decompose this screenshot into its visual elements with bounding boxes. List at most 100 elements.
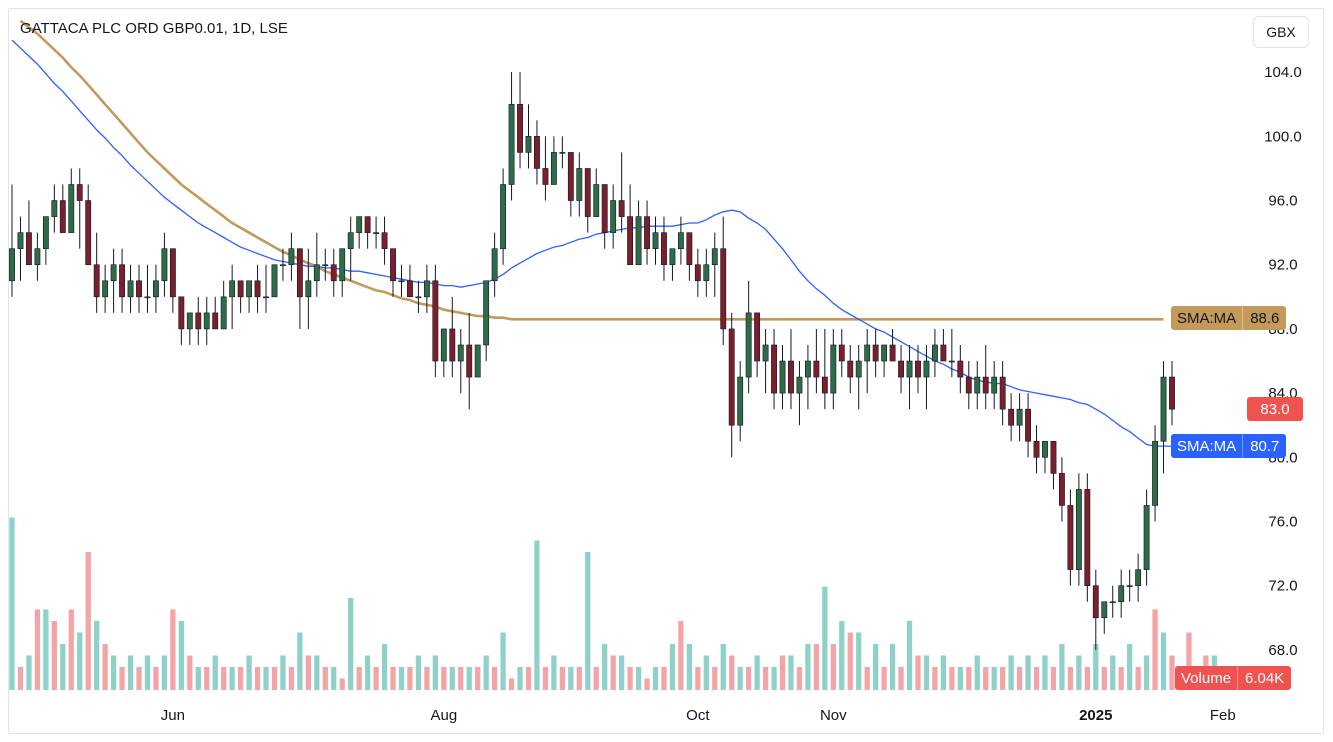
volume-bar bbox=[839, 621, 845, 690]
candle-body bbox=[999, 376, 1006, 410]
candle-body bbox=[1033, 440, 1040, 458]
candle-body bbox=[1016, 408, 1023, 426]
candle bbox=[948, 328, 955, 378]
volume-bar bbox=[1143, 655, 1150, 690]
candle-body bbox=[644, 216, 650, 249]
candle-body bbox=[51, 200, 58, 217]
candle-body bbox=[1067, 505, 1074, 570]
candle-body bbox=[9, 248, 15, 282]
candle bbox=[407, 264, 413, 298]
volume-bar bbox=[602, 644, 608, 690]
volume-bar bbox=[94, 621, 100, 690]
candle-body bbox=[898, 360, 904, 378]
volume-bar bbox=[1016, 667, 1023, 690]
candle-body bbox=[390, 248, 396, 282]
candle-body bbox=[17, 232, 24, 249]
volume-bar bbox=[542, 667, 549, 690]
volume-bar bbox=[864, 667, 870, 690]
candle-body bbox=[102, 280, 109, 298]
volume-bar bbox=[974, 655, 980, 690]
volume-bar bbox=[322, 667, 328, 690]
y-tick-label: 68.0 bbox=[1268, 642, 1297, 659]
candle-body bbox=[186, 312, 193, 330]
candle-body bbox=[1143, 505, 1150, 570]
volume-bar bbox=[932, 667, 938, 690]
volume-bar bbox=[762, 667, 769, 690]
candle bbox=[618, 152, 625, 233]
candle-body bbox=[85, 200, 92, 266]
candle bbox=[864, 328, 871, 394]
candle bbox=[483, 280, 490, 362]
candle bbox=[339, 248, 346, 297]
candle bbox=[449, 296, 456, 378]
candle bbox=[525, 104, 532, 169]
candle bbox=[576, 152, 583, 217]
candle bbox=[178, 296, 185, 345]
candle bbox=[542, 136, 549, 201]
volume-bar bbox=[678, 621, 684, 690]
volume-bar bbox=[1127, 644, 1133, 690]
candle-body bbox=[855, 360, 862, 378]
candle-body bbox=[991, 376, 998, 394]
candle-body bbox=[1160, 376, 1167, 442]
candle-body bbox=[339, 248, 346, 282]
candle bbox=[728, 312, 735, 458]
volume-bar bbox=[77, 632, 83, 690]
volume-bar bbox=[1101, 667, 1107, 690]
candle bbox=[779, 344, 786, 410]
candle bbox=[127, 264, 134, 313]
candle-body bbox=[813, 360, 820, 378]
candle-body bbox=[618, 200, 625, 217]
candle bbox=[1092, 569, 1099, 650]
candle bbox=[872, 328, 879, 378]
volume-bar bbox=[813, 644, 820, 690]
volume-bar bbox=[729, 655, 735, 690]
candle bbox=[161, 232, 168, 297]
volume-bar bbox=[348, 598, 354, 690]
candle-body bbox=[356, 216, 363, 233]
candle bbox=[110, 248, 117, 313]
candle-body bbox=[635, 216, 642, 266]
candle-body bbox=[745, 312, 752, 378]
volume-tag: Volume 6.04K bbox=[1175, 666, 1292, 690]
candle-body bbox=[940, 344, 947, 362]
candle bbox=[1160, 361, 1167, 474]
currency-button[interactable]: GBX bbox=[1253, 16, 1309, 48]
candle-body bbox=[872, 344, 879, 362]
candle bbox=[974, 361, 981, 410]
candle bbox=[432, 264, 439, 378]
candle bbox=[398, 264, 405, 297]
volume-bar bbox=[500, 632, 506, 690]
volume-bar bbox=[635, 667, 642, 690]
volume-bar bbox=[966, 667, 972, 690]
candle-body bbox=[288, 248, 295, 266]
candle-body bbox=[1008, 408, 1015, 426]
candle bbox=[915, 344, 921, 394]
candle-body bbox=[42, 216, 49, 249]
candle-body bbox=[254, 280, 261, 298]
candle bbox=[1101, 601, 1108, 634]
candle bbox=[635, 200, 642, 266]
volume-bar bbox=[26, 655, 32, 690]
candle-body bbox=[517, 103, 523, 153]
candle-body bbox=[669, 248, 676, 266]
candle bbox=[830, 328, 837, 410]
volume-bar bbox=[271, 667, 278, 690]
volume-bar bbox=[34, 609, 41, 690]
candle bbox=[102, 264, 109, 313]
candle-body bbox=[449, 328, 456, 362]
candle-body bbox=[398, 280, 405, 283]
candle-body bbox=[788, 360, 794, 394]
candle-body bbox=[407, 280, 413, 298]
candle-body bbox=[1025, 408, 1031, 442]
volume-value: 6.04K bbox=[1237, 666, 1292, 690]
volume-bar bbox=[212, 655, 218, 690]
volume-bar bbox=[991, 667, 997, 690]
candle bbox=[508, 72, 515, 201]
volume-bar bbox=[68, 609, 74, 690]
candle bbox=[42, 216, 49, 265]
candle bbox=[661, 216, 667, 281]
candle-body bbox=[948, 360, 955, 363]
candle bbox=[280, 248, 286, 281]
